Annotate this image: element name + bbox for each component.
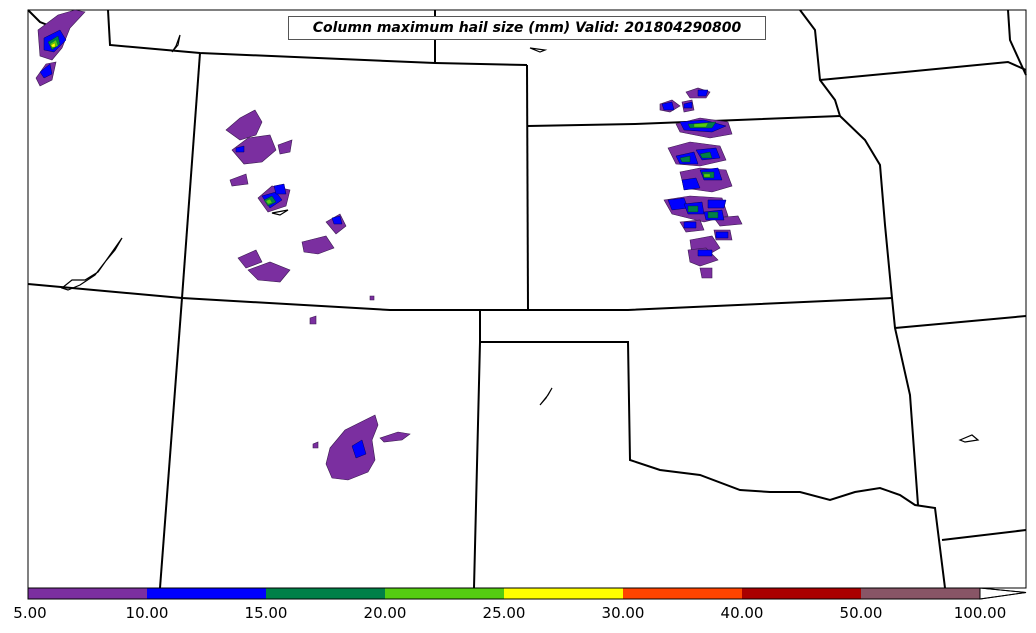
colorbar-bin-2 — [266, 588, 385, 599]
colorbar-bin-7 — [861, 588, 980, 599]
boundary-ok-ar — [894, 315, 1027, 329]
colorbar-tick-label: 25.00 — [482, 604, 526, 622]
boundary-mo-ia — [819, 60, 1027, 81]
colorbar-tick-label: 10.00 — [125, 604, 169, 622]
colorbar-tick-label: 30.00 — [601, 604, 645, 622]
lake-outlines — [60, 34, 980, 443]
boundary-ks-east — [839, 115, 919, 506]
boundary-ia-east — [1007, 9, 1027, 76]
map-title: Column maximum hail size (mm) Valid: 201… — [288, 16, 766, 40]
colorbar-bin-3 — [385, 588, 504, 599]
colorbar-tick-label: 100.00 — [953, 604, 1007, 622]
colorbar-tick-label: 15.00 — [244, 604, 288, 622]
colorbar — [27, 587, 1027, 600]
colorbar-tick-label: 50.00 — [839, 604, 883, 622]
colorbar-tick-label: 20.00 — [363, 604, 407, 622]
boundary-missouri-river — [799, 9, 841, 117]
boundary-ks-south — [528, 297, 893, 311]
colorbar-bin-6 — [742, 588, 861, 599]
boundary-ok-panhandle — [480, 341, 946, 589]
colorbar-bin-0 — [28, 588, 147, 599]
boundary-wy-west — [181, 52, 201, 299]
boundary-co-north — [27, 283, 528, 311]
colorbar-tick-label: 5.00 — [13, 604, 47, 622]
boundary-ne-south — [527, 115, 841, 127]
colorbar-tick-label: 40.00 — [720, 604, 764, 622]
colorbar-bin-1 — [147, 588, 266, 599]
colorbar-outline — [27, 587, 1027, 600]
boundary-co-east — [526, 64, 529, 311]
boundary-az-nm — [159, 297, 183, 589]
colorbar-bin-4 — [504, 588, 623, 599]
colorbar-bin-5 — [623, 588, 742, 599]
boundary-ar-la — [941, 529, 1027, 541]
hail-25-30-areas — [50, 42, 56, 48]
